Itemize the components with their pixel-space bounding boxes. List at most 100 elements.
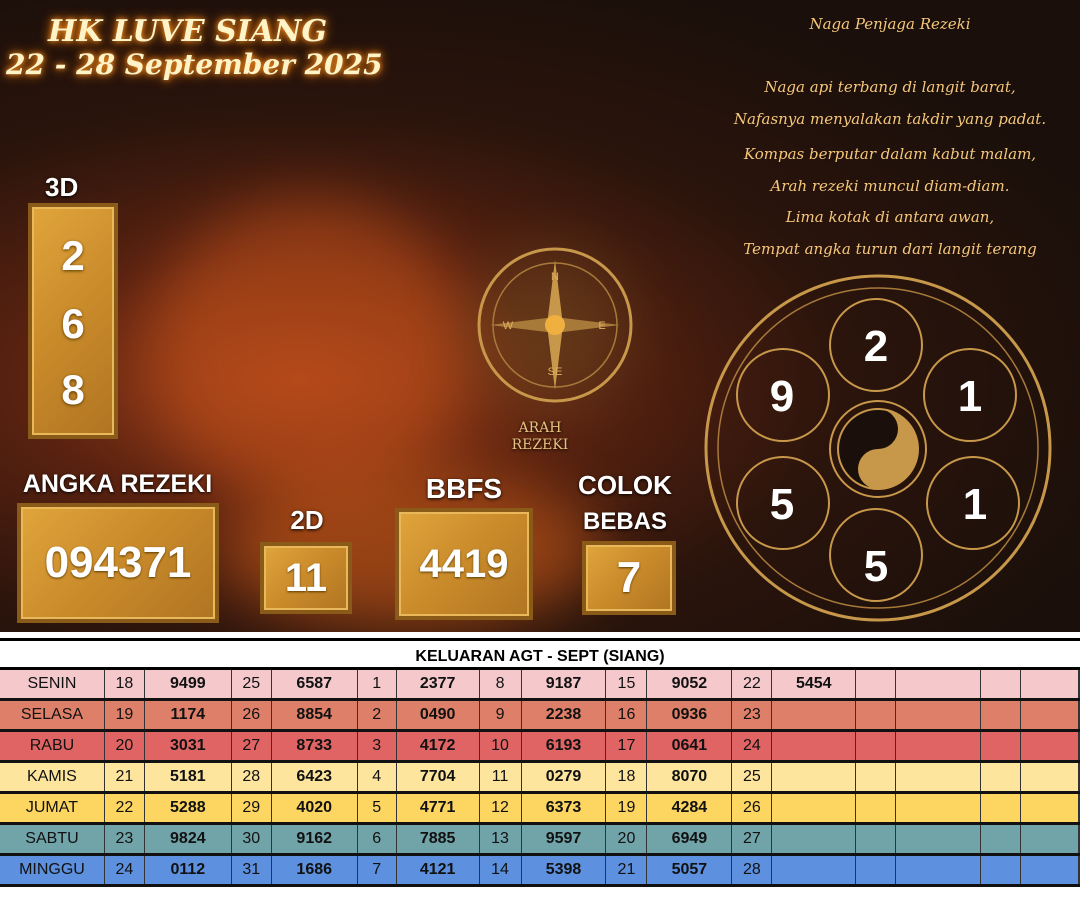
digit-3d: 2 <box>61 232 85 279</box>
empty-cell <box>856 732 897 760</box>
yin-yang-icon <box>837 408 919 490</box>
compass-e: E <box>598 320 605 332</box>
result-cell: 0490 <box>397 701 480 729</box>
result-cell: 3031 <box>145 732 232 760</box>
day-label: KAMIS <box>0 763 105 791</box>
empty-cell <box>981 763 1022 791</box>
empty-cell <box>856 794 897 822</box>
result-cell: 9824 <box>145 825 232 853</box>
result-cell: 1686 <box>272 856 358 884</box>
empty-cell <box>896 856 982 884</box>
empty-cell <box>896 794 982 822</box>
result-cell: 9499 <box>145 670 232 698</box>
result-cell <box>772 763 857 791</box>
label-colok: COLOK <box>578 470 672 500</box>
result-cell: 6193 <box>522 732 607 760</box>
poem-line: Naga api terbang di langit barat, <box>764 78 1016 96</box>
date-cell: 9 <box>480 701 522 729</box>
empty-cell <box>856 670 897 698</box>
result-cell <box>772 794 857 822</box>
result-cell: 5454 <box>772 670 857 698</box>
result-cell: 0112 <box>145 856 232 884</box>
table-row: MINGGU 24 0112 31 1686 7 4121 14 5398 21 5057 28 <box>0 856 1080 887</box>
result-cell: 4121 <box>397 856 480 884</box>
empty-cell <box>1021 856 1080 884</box>
digit-3d: 6 <box>61 300 85 347</box>
empty-cell <box>896 670 982 698</box>
empty-cell <box>1021 732 1080 760</box>
angka-rezeki-value: 094371 <box>17 503 219 623</box>
date-cell: 23 <box>732 701 773 729</box>
date-cell: 22 <box>105 794 145 822</box>
poem-line: Nafasnya menyalakan takdir yang padat. <box>733 110 1047 128</box>
wheel-digit-bottom-left: 5 <box>770 480 794 529</box>
result-cell: 6949 <box>647 825 733 853</box>
date-cell: 18 <box>105 670 145 698</box>
day-label: SENIN <box>0 670 105 698</box>
table-row: SENIN 18 9499 25 6587 1 2377 8 9187 15 9052 22 5454 <box>0 670 1080 701</box>
result-cell: 8070 <box>647 763 733 791</box>
empty-cell <box>981 732 1022 760</box>
day-label: MINGGU <box>0 856 105 884</box>
date-cell: 21 <box>105 763 145 791</box>
result-cell <box>772 856 857 884</box>
table-row: KAMIS 21 5181 28 6423 4 7704 11 0279 18 8070 25 <box>0 763 1080 794</box>
date-cell: 3 <box>358 732 397 760</box>
empty-cell <box>896 825 982 853</box>
result-cell: 5181 <box>145 763 232 791</box>
result-cell <box>772 732 857 760</box>
label-2d: 2D <box>290 505 324 535</box>
rezeki-text: REZEKI <box>511 437 569 453</box>
table-row: SABTU 23 9824 30 9162 6 7885 13 9597 20 6949 27 <box>0 825 1080 856</box>
date-cell: 24 <box>732 732 773 760</box>
date-cell: 29 <box>232 794 272 822</box>
empty-cell <box>856 825 897 853</box>
date-cell: 13 <box>480 825 522 853</box>
result-cell: 0936 <box>647 701 733 729</box>
arah-text: ARAH <box>518 420 562 436</box>
number-wheel: 2 1 1 5 5 9 <box>704 274 1052 622</box>
result-cell: 5398 <box>522 856 607 884</box>
empty-cell <box>981 794 1022 822</box>
date-cell: 21 <box>606 856 648 884</box>
result-cell: 8733 <box>272 732 358 760</box>
label-bbfs: BBFS <box>425 473 503 504</box>
value-2d: 11 <box>260 542 352 614</box>
date-cell: 6 <box>358 825 397 853</box>
date-cell: 16 <box>606 701 648 729</box>
poem-line: Kompas berputar dalam kabut malam, <box>743 145 1037 163</box>
result-cell: 6587 <box>272 670 358 698</box>
date-cell: 20 <box>105 732 145 760</box>
compass-icon: N W E SE <box>477 247 633 403</box>
result-cell: 9162 <box>272 825 358 853</box>
empty-cell <box>981 856 1022 884</box>
result-cell: 5057 <box>647 856 733 884</box>
date-cell: 26 <box>232 701 272 729</box>
day-label: SABTU <box>0 825 105 853</box>
date-cell: 2 <box>358 701 397 729</box>
empty-cell <box>896 732 982 760</box>
poem-line: Tempat angka turun dari langit terang <box>743 240 1037 258</box>
label-3d: 3D <box>45 172 79 202</box>
day-label: JUMAT <box>0 794 105 822</box>
wheel-digit-bottom: 5 <box>864 542 888 591</box>
empty-cell <box>981 825 1022 853</box>
date-cell: 19 <box>606 794 648 822</box>
label-bebas: BEBAS <box>582 508 667 535</box>
digit-3d: 8 <box>61 366 85 413</box>
date-cell: 18 <box>606 763 648 791</box>
compass-w: W <box>503 320 514 332</box>
title: HK LUVE SIANG <box>48 14 328 49</box>
table-row: SELASA 19 1174 26 8854 2 0490 9 2238 16 0936 23 <box>0 701 1080 732</box>
date-cell: 31 <box>232 856 272 884</box>
result-cell: 0641 <box>647 732 733 760</box>
result-cell: 9597 <box>522 825 607 853</box>
result-cell: 6423 <box>272 763 358 791</box>
date-cell: 11 <box>480 763 522 791</box>
wheel-digit-top: 2 <box>864 322 888 371</box>
date-cell: 28 <box>732 856 773 884</box>
date-cell: 4 <box>358 763 397 791</box>
date-cell: 5 <box>358 794 397 822</box>
result-cell: 2238 <box>522 701 607 729</box>
date-cell: 20 <box>606 825 648 853</box>
